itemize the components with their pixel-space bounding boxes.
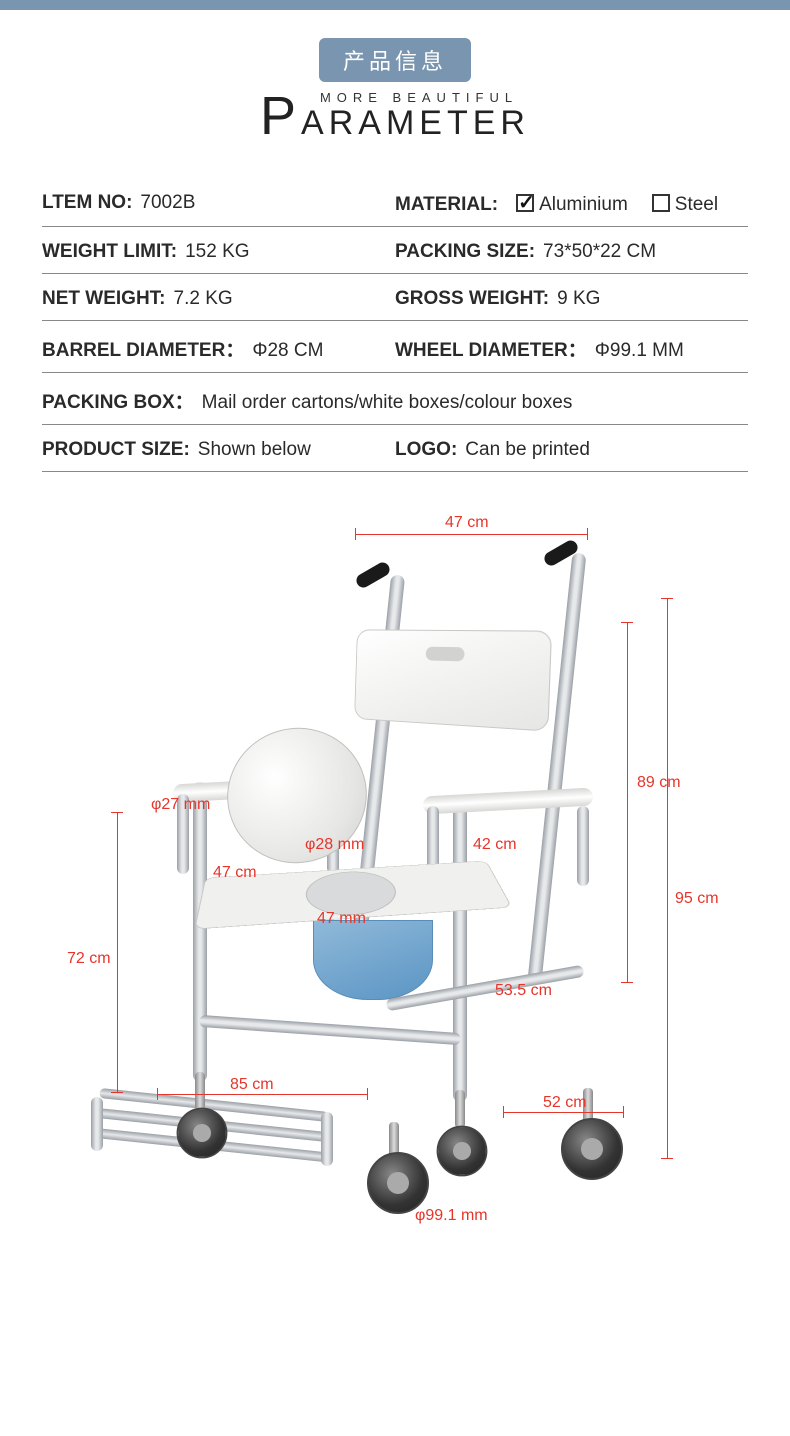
- frame-tube: [577, 806, 589, 886]
- dimension-label: 47 cm: [213, 864, 257, 882]
- dimension-tick: [587, 528, 588, 540]
- spec-label: NET WEIGHT:: [42, 288, 166, 310]
- subtitle-rest: ARAMETER: [301, 104, 530, 142]
- frame-tube: [321, 1112, 333, 1166]
- wheel-fork: [455, 1090, 465, 1128]
- wheel: [437, 1126, 488, 1177]
- frame-tube: [199, 1015, 461, 1045]
- spec-cell: PRODUCT SIZE: Shown below: [42, 439, 395, 461]
- spec-cell: GROSS WEIGHT: 9 KG: [395, 288, 748, 310]
- spec-label: WHEEL DIAMETER：: [395, 335, 587, 362]
- spec-value: 73*50*22 CM: [543, 241, 656, 263]
- dimension-tick: [623, 1106, 624, 1118]
- dimension-line: [503, 1112, 623, 1113]
- dimension-tick: [355, 528, 356, 540]
- spec-cell: MATERIAL: Aluminium Steel: [395, 192, 748, 216]
- spec-cell: LOGO: Can be printed: [395, 439, 748, 461]
- armrest-right: [423, 788, 594, 815]
- dimension-line: [117, 812, 118, 1092]
- dimension-label: 89 cm: [637, 774, 681, 792]
- spec-value: Φ28 CM: [252, 340, 323, 362]
- spec-value: 7002B: [140, 192, 195, 214]
- dimension-line: [355, 534, 587, 535]
- dimension-label: 85 cm: [230, 1076, 274, 1094]
- material-checkbox: [652, 194, 670, 212]
- frame-tube: [528, 552, 587, 981]
- spec-cell: PACKING SIZE: 73*50*22 CM: [395, 241, 748, 263]
- spec-row: WEIGHT LIMIT: 152 KG PACKING SIZE: 73*50*22…: [42, 227, 748, 274]
- handle-grip: [354, 560, 392, 590]
- dimension-label: 72 cm: [67, 950, 111, 968]
- spec-row: PACKING BOX： Mail order cartons/white box…: [42, 373, 748, 425]
- spec-cell: WHEEL DIAMETER： Φ99.1 MM: [395, 335, 748, 362]
- dimension-label: 47 mm: [317, 910, 366, 928]
- spec-label: PRODUCT SIZE:: [42, 439, 190, 461]
- spec-cell: NET WEIGHT: 7.2 KG: [42, 288, 395, 310]
- wheel-fork: [195, 1072, 205, 1110]
- dimension-line: [157, 1094, 367, 1095]
- spec-value: Can be printed: [465, 439, 590, 461]
- header: 产品信息 MORE BEAUTIFUL PARAMETER: [0, 10, 790, 158]
- dimension-tick: [661, 598, 673, 599]
- subtitle: MORE BEAUTIFUL PARAMETER: [0, 88, 790, 148]
- spec-value: 7.2 KG: [174, 288, 233, 310]
- badge: 产品信息: [319, 38, 471, 82]
- spec-row: NET WEIGHT: 7.2 KG GROSS WEIGHT: 9 KG: [42, 274, 748, 321]
- spec-label: LOGO:: [395, 439, 457, 461]
- spec-cell: WEIGHT LIMIT: 152 KG: [42, 241, 395, 263]
- subtitle-small: MORE BEAUTIFUL: [24, 90, 790, 105]
- dimension-label: 47 cm: [445, 514, 489, 532]
- spec-label: WEIGHT LIMIT:: [42, 241, 177, 263]
- material-option: Aluminium: [539, 194, 628, 216]
- dimension-line: [667, 598, 668, 1158]
- spec-label: BARREL DIAMETER：: [42, 335, 244, 362]
- dimension-tick: [367, 1088, 368, 1100]
- spec-cell: PACKING BOX： Mail order cartons/white box…: [42, 387, 748, 414]
- dimension-label: 52 cm: [543, 1094, 587, 1112]
- top-accent-bar: [0, 0, 790, 10]
- spec-value: 9 KG: [557, 288, 600, 310]
- dimension-tick: [111, 1092, 123, 1093]
- spec-label: PACKING SIZE:: [395, 241, 535, 263]
- material-option: Steel: [675, 194, 718, 216]
- dimension-tick: [621, 982, 633, 983]
- dimension-tick: [503, 1106, 504, 1118]
- dimension-line: [627, 622, 628, 982]
- dimension-tick: [621, 622, 633, 623]
- frame-tube: [453, 802, 467, 1102]
- spec-value: Shown below: [198, 439, 311, 461]
- spec-row: BARREL DIAMETER： Φ28 CM WHEEL DIAMETER： Φ99…: [42, 321, 748, 373]
- spec-value: Φ99.1 MM: [595, 340, 684, 362]
- material-checkbox: [516, 194, 534, 212]
- spec-label: GROSS WEIGHT:: [395, 288, 549, 310]
- frame-tube: [91, 1097, 103, 1151]
- spec-row: PRODUCT SIZE: Shown below LOGO: Can be prin…: [42, 425, 748, 472]
- spec-cell: LTEM NO: 7002B: [42, 192, 395, 216]
- spec-label: PACKING BOX：: [42, 387, 194, 414]
- wheel: [561, 1118, 623, 1180]
- backrest: [354, 629, 552, 731]
- dimension-tick: [111, 812, 123, 813]
- dimension-tick: [157, 1088, 158, 1100]
- dimension-label: 42 cm: [473, 836, 517, 854]
- spec-row: LTEM NO: 7002B MATERIAL: Aluminium Steel: [42, 178, 748, 227]
- dimension-label: φ28 mm: [305, 836, 364, 854]
- bucket: [313, 920, 433, 1000]
- spec-cell: BARREL DIAMETER： Φ28 CM: [42, 335, 395, 362]
- seat-lid: [211, 711, 383, 879]
- product-diagram: 47 cm 89 cm 95 cm 72 cm φ27 mm φ28 mm 42 cm 47 …: [55, 512, 735, 1232]
- spec-label: LTEM NO:: [42, 192, 132, 214]
- wheel: [367, 1152, 429, 1214]
- wheel: [177, 1108, 228, 1159]
- spec-value: 152 KG: [185, 241, 249, 263]
- frame-tube: [193, 782, 207, 1082]
- spec-value: Mail order cartons/white boxes/colour bo…: [202, 392, 573, 414]
- dimension-label: φ27 mm: [151, 796, 210, 814]
- spec-label: MATERIAL:: [395, 194, 498, 216]
- dimension-label: φ99.1 mm: [415, 1207, 488, 1225]
- dimension-tick: [661, 1158, 673, 1159]
- dimension-label: 53.5 cm: [495, 982, 552, 1000]
- specs-table: LTEM NO: 7002B MATERIAL: Aluminium Steel WEIG…: [0, 158, 790, 472]
- dimension-label: 95 cm: [675, 890, 719, 908]
